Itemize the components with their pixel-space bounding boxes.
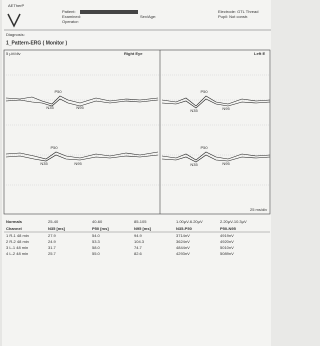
header-cell: P50-N95: [220, 226, 237, 231]
sex-label: Sex/Age:: [140, 14, 156, 19]
table-cell: 5089nV: [220, 251, 234, 256]
peak-label: N35: [190, 162, 198, 167]
page: AETherP Patient: Examined: Operator: Sex…: [0, 0, 271, 346]
header-cell: N35-P50: [176, 226, 193, 231]
document-photo: AETherP Patient: Examined: Operator: Sex…: [0, 0, 271, 346]
peak-label: N35: [46, 105, 54, 110]
table-cell: 4920nV: [220, 239, 234, 244]
normals-cell: 85-105: [134, 219, 147, 224]
operator-label: Operator:: [62, 19, 79, 24]
normals-cell: 40-60: [92, 219, 103, 224]
table-cell: 94.9: [134, 233, 143, 238]
diagnosis-label: Diagnosis:: [6, 32, 25, 37]
peak-label: N95: [222, 161, 230, 166]
table-cell: 4844nV: [176, 245, 190, 250]
doc-id: AETherP: [8, 3, 25, 8]
table-cell: 104.3: [134, 239, 145, 244]
peak-label: P50: [200, 89, 208, 94]
peak-label: N95: [74, 161, 82, 166]
table-cell: 27.9: [48, 233, 57, 238]
table-cell: 4 L-2 48 min: [6, 251, 28, 256]
peak-label: P50: [50, 145, 58, 150]
pupil: Pupil: Not constr.: [218, 14, 248, 19]
normals-cell: 25-40: [48, 219, 59, 224]
table-cell: 58.0: [92, 245, 101, 250]
table-cell: 53.3: [92, 239, 101, 244]
table-cell: 25.7: [48, 251, 57, 256]
table-cell: 82.6: [134, 251, 143, 256]
table-cell: 2 R-2 48 min: [6, 239, 29, 244]
normals-cell: Normals: [6, 219, 23, 224]
header-cell: N95 [ms]: [134, 226, 152, 231]
header-cell: Channel: [6, 226, 22, 231]
peak-label: N95: [76, 105, 84, 110]
table-cell: 74.7: [134, 245, 143, 250]
peak-label: N35: [190, 108, 198, 113]
normals-cell: 1.00µV-6.20µV: [176, 219, 203, 224]
table-cell: 31.7: [48, 245, 57, 250]
scale-label: 5 µV/div: [6, 51, 21, 56]
redaction: [80, 10, 138, 14]
peak-label: P50: [200, 145, 208, 150]
right-eye: Right Eye: [124, 51, 143, 56]
table-cell: 55.0: [92, 251, 101, 256]
header-cell: N35 [ms]: [48, 226, 66, 231]
table-cell: 3 L-1 48 min: [6, 245, 28, 250]
peak-label: N95: [222, 106, 230, 111]
table-cell: 3624nV: [176, 239, 190, 244]
title: 1_Pattern-ERG ( Monitor ): [6, 40, 67, 46]
time-label: 25 ms/div: [250, 207, 267, 212]
header-cell: P50 [ms]: [92, 226, 109, 231]
table-cell: 54.0: [92, 233, 101, 238]
table-cell: 4293nV: [176, 251, 190, 256]
table-cell: 3714nV: [176, 233, 190, 238]
table-cell: 5010nV: [220, 245, 234, 250]
peak-label: N35: [40, 161, 48, 166]
normals-cell: 2.20µV-10.3µV: [220, 219, 247, 224]
peak-label: P50: [54, 89, 62, 94]
table-cell: 1 R-1 48 min: [6, 233, 29, 238]
table-cell: 4919nV: [220, 233, 234, 238]
left-eye: Left E: [254, 51, 265, 56]
table-cell: 24.9: [48, 239, 57, 244]
